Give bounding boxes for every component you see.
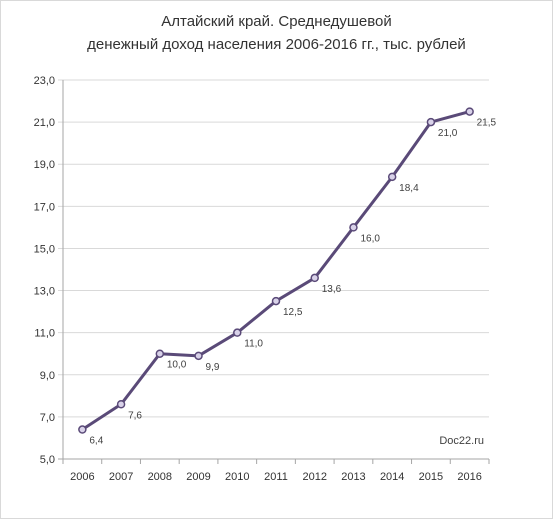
data-point: [116, 400, 126, 409]
data-point: [310, 273, 319, 283]
data-label: 16,0: [360, 233, 380, 244]
x-tick-label: 2010: [225, 471, 249, 483]
y-tick-label: 23,0: [34, 75, 55, 87]
data-label: 9,9: [206, 362, 220, 373]
series-line: [81, 110, 471, 431]
y-tick-label: 21,0: [34, 117, 55, 129]
watermark-text: Doc22.ru: [439, 435, 484, 447]
data-label: 21,5: [477, 118, 497, 129]
x-tick-label: 2008: [148, 471, 172, 483]
x-tick-label: 2015: [419, 471, 443, 483]
data-point: [465, 107, 474, 116]
y-tick-label: 7,0: [40, 412, 55, 424]
x-tick-label: 2014: [380, 471, 404, 483]
x-tick-label: 2011: [264, 471, 288, 483]
x-tick-label: 2007: [109, 471, 133, 483]
y-tick-label: 13,0: [34, 286, 55, 298]
x-tick-label: 2009: [186, 471, 210, 483]
data-label: 11,0: [244, 339, 263, 350]
x-tick-label: 2012: [302, 471, 326, 483]
y-tick-label: 19,0: [34, 159, 55, 171]
x-tick-label: 2016: [457, 471, 481, 483]
chart-title-line1: Алтайский край. Среднедушевой: [161, 13, 392, 30]
data-point: [349, 223, 358, 232]
data-label: 6,4: [89, 436, 103, 447]
data-point: [271, 296, 281, 306]
y-tick-label: 15,0: [34, 243, 55, 255]
data-label: 10,0: [167, 360, 187, 371]
y-tick-label: 9,0: [40, 370, 55, 382]
data-label: 13,6: [322, 284, 342, 295]
data-point: [194, 351, 203, 361]
data-point: [233, 328, 242, 337]
data-label: 18,4: [399, 183, 419, 194]
x-tick-label: 2013: [341, 471, 365, 483]
x-tick-label: 2006: [70, 471, 94, 483]
data-label: 7,6: [128, 410, 142, 421]
y-tick-label: 5,0: [40, 454, 55, 466]
data-point: [387, 172, 397, 182]
y-tick-label: 17,0: [34, 201, 55, 213]
data-label: 21,0: [438, 128, 458, 139]
chart-title-line2: денежный доход населения 2006-2016 гг., …: [87, 36, 466, 53]
data-label: 12,5: [283, 307, 303, 318]
data-point: [155, 349, 165, 358]
data-point: [78, 425, 87, 434]
data-point: [426, 117, 436, 127]
y-tick-label: 11,0: [34, 328, 55, 340]
